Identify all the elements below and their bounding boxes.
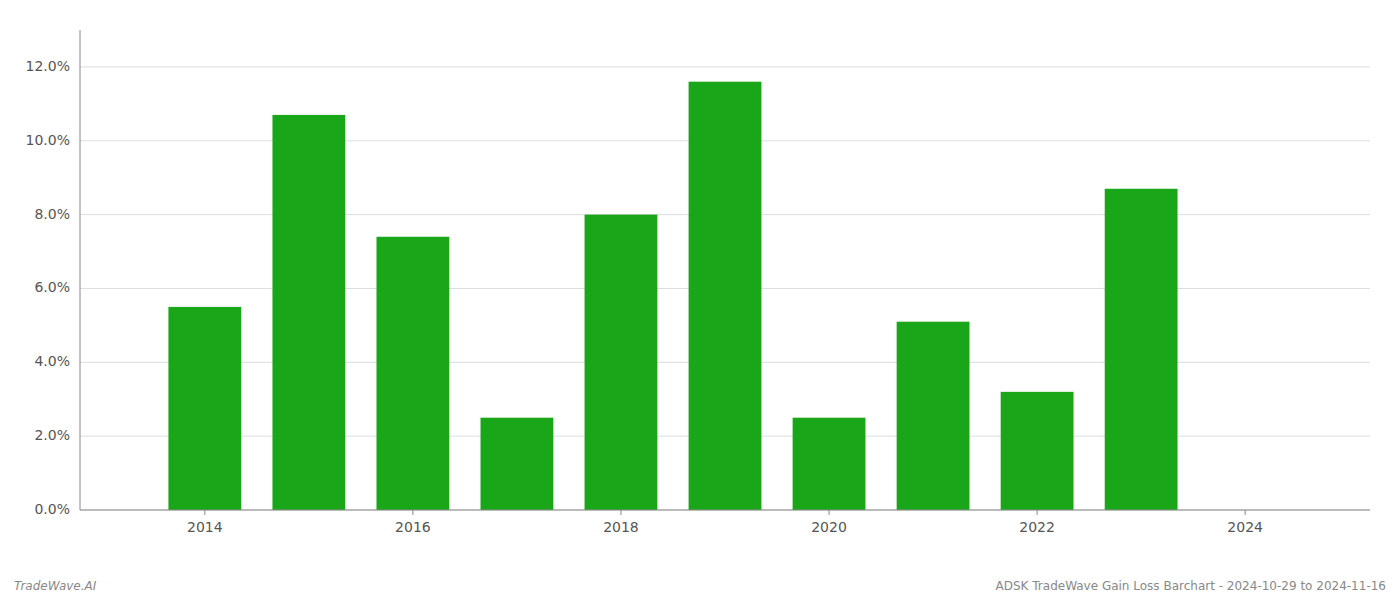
y-tick-label: 12.0% — [26, 58, 70, 74]
bar — [1001, 392, 1074, 510]
y-tick-label: 10.0% — [26, 132, 70, 148]
y-axis: 0.0% 2.0% 4.0% 6.0% 8.0% 10.0% 12.0% — [26, 30, 80, 517]
x-tick-label: 2016 — [395, 519, 431, 535]
bar — [793, 418, 866, 510]
x-tick-label: 2014 — [187, 519, 223, 535]
grid — [80, 67, 1370, 510]
footer-right: ADSK TradeWave Gain Loss Barchart - 2024… — [996, 579, 1386, 593]
y-tick-label: 4.0% — [34, 353, 70, 369]
x-tick — [204, 510, 205, 515]
x-tick — [620, 510, 621, 515]
bar — [1105, 189, 1178, 510]
x-axis: 2014 2016 2018 2020 2022 2024 — [80, 510, 1370, 535]
bar — [689, 82, 762, 510]
x-tick — [1245, 510, 1246, 515]
x-axis-line — [80, 510, 1370, 511]
y-tick-label: 0.0% — [34, 501, 70, 517]
x-tick-label: 2024 — [1227, 519, 1263, 535]
bar — [585, 215, 658, 510]
y-tick-label: 8.0% — [34, 206, 70, 222]
x-tick-label: 2020 — [811, 519, 847, 535]
bars — [168, 82, 1177, 510]
chart-container: 0.0%2.0%4.0%6.0%8.0%10.0%12.0%2014201620… — [0, 0, 1400, 600]
bar — [481, 418, 554, 510]
bar — [897, 322, 970, 510]
chart-svg: 0.0%2.0%4.0%6.0%8.0%10.0%12.0%2014201620… — [0, 0, 1400, 600]
x-tick — [829, 510, 830, 515]
grid-line — [80, 510, 1370, 511]
x-tick-label: 2018 — [603, 519, 639, 535]
y-axis-line — [80, 30, 81, 510]
x-tick — [412, 510, 413, 515]
bar — [376, 237, 449, 510]
footer-left: TradeWave.AI — [14, 579, 97, 593]
y-tick-label: 6.0% — [34, 279, 70, 295]
bar — [168, 307, 241, 510]
bar — [272, 115, 345, 510]
x-tick — [1037, 510, 1038, 515]
x-tick-label: 2022 — [1019, 519, 1055, 535]
grid-line — [80, 66, 1370, 67]
y-tick-label: 2.0% — [34, 427, 70, 443]
